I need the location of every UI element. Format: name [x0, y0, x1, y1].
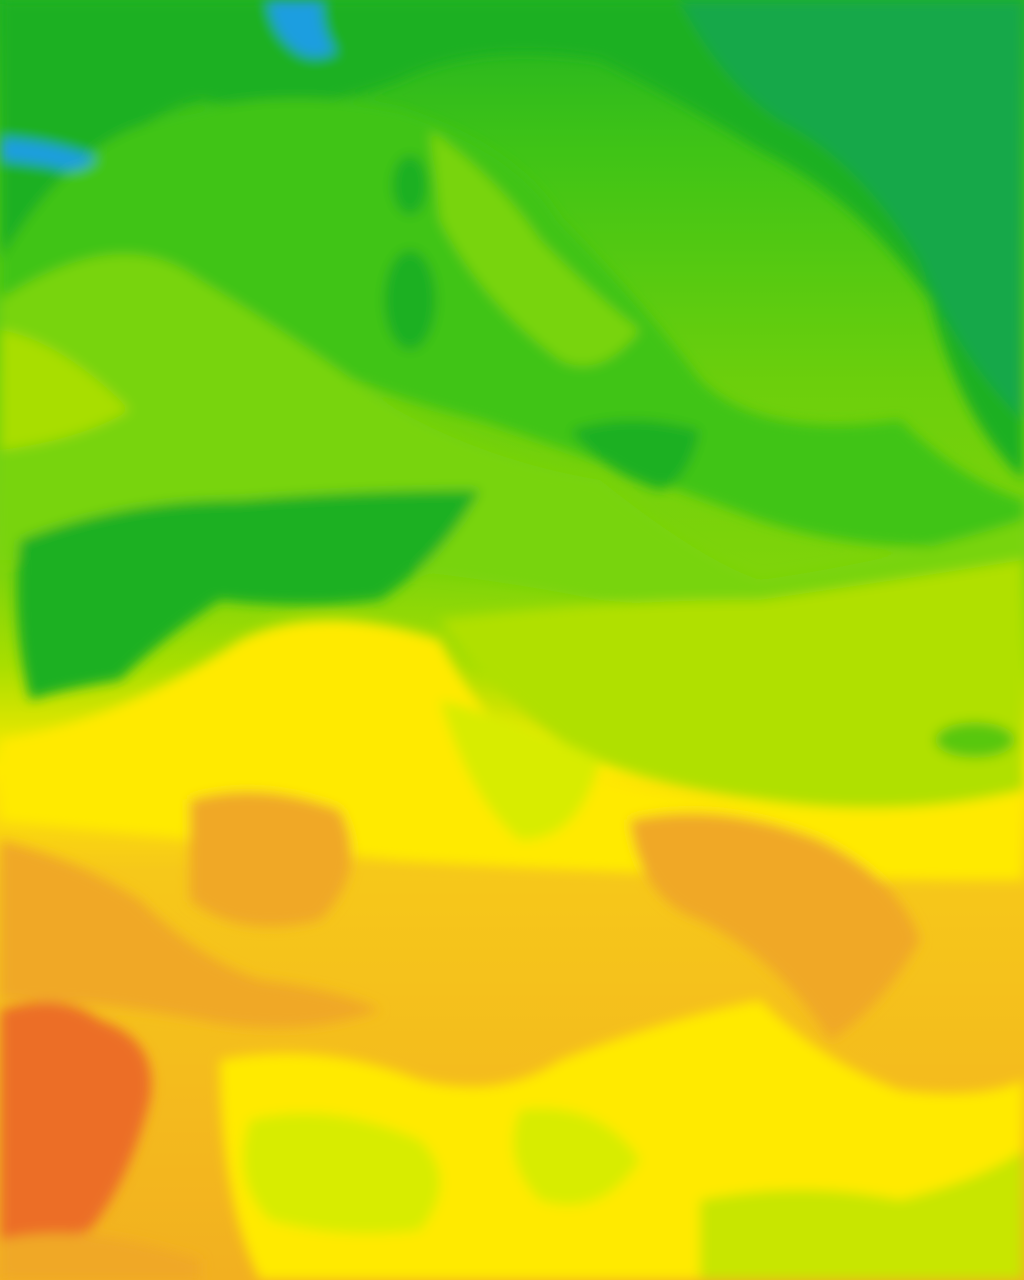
contour-teal-northeast: [680, 0, 1024, 420]
contour-yellow-green-east: [440, 560, 1024, 815]
contour-lime-south: [243, 1113, 440, 1234]
contour-blue-lake-west: [0, 138, 96, 170]
contour-lime-south-east: [513, 1108, 640, 1205]
contour-orange-central: [190, 792, 352, 927]
contour-light-green-north: [430, 130, 640, 366]
contour-green-patch: [570, 420, 700, 490]
contour-blue-lake-north: [268, 0, 336, 58]
contour-dark-green-north: [0, 0, 1024, 480]
contour-yellow-green-west: [0, 330, 130, 450]
contour-green-patch: [392, 155, 428, 215]
contour-green-band: [0, 98, 1024, 547]
contour-orange-west: [0, 840, 380, 1028]
contour-dark-orange-southwest: [0, 1002, 152, 1250]
contour-lime-central: [440, 700, 600, 840]
contour-lime-southeast-corner: [700, 1150, 1024, 1280]
contour-green-patch: [384, 250, 436, 350]
contour-green-patch-east: [935, 722, 1015, 758]
contour-orange-southwest: [0, 1233, 200, 1280]
contour-dark-green-central: [16, 490, 481, 700]
contour-orange-east: [630, 813, 920, 1040]
